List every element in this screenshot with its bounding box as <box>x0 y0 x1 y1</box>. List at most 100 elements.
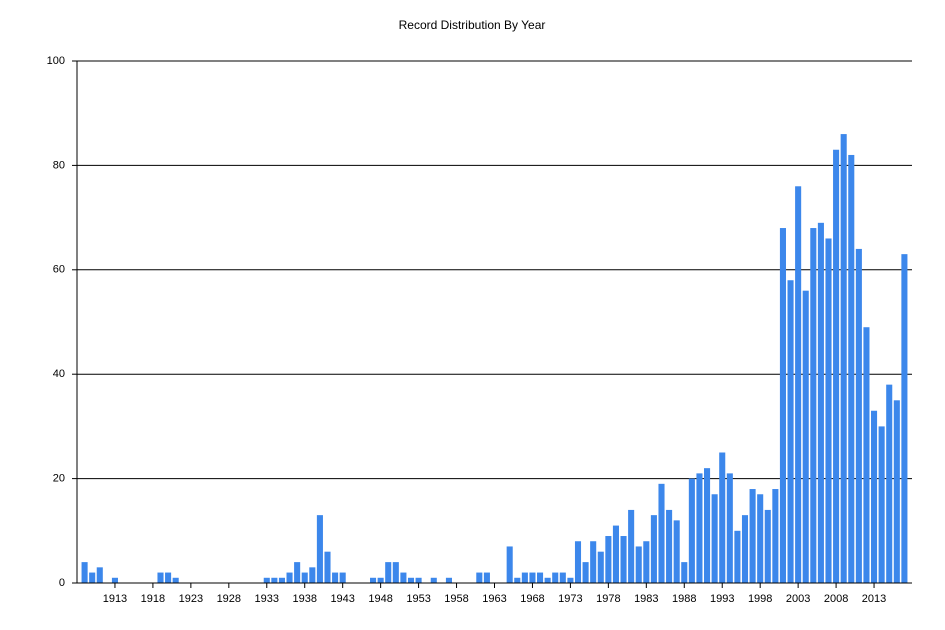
x-tick-label: 1973 <box>558 593 582 605</box>
bar <box>567 577 574 583</box>
x-tick-label: 1933 <box>255 593 279 605</box>
x-tick-label: 2008 <box>824 593 848 605</box>
x-tick-label: 1998 <box>748 593 772 605</box>
bar <box>795 186 802 583</box>
bar <box>779 228 786 584</box>
bar <box>749 489 756 583</box>
bar <box>301 572 308 583</box>
bar <box>324 551 331 583</box>
bar <box>901 254 908 583</box>
bar <box>696 473 703 583</box>
bar <box>96 567 103 583</box>
bar <box>757 494 764 583</box>
bar <box>681 562 688 583</box>
x-tick-label: 1978 <box>596 593 620 605</box>
bar <box>316 515 323 583</box>
bar <box>719 452 726 583</box>
chart-title: Record Distribution By Year <box>399 18 546 32</box>
bar <box>309 567 316 583</box>
bar <box>863 327 870 583</box>
bar <box>157 572 164 583</box>
bar <box>673 520 680 583</box>
x-tick-label: 1963 <box>482 593 506 605</box>
bar <box>878 426 885 583</box>
y-tick-label: 40 <box>53 368 65 380</box>
bar <box>172 577 179 583</box>
bar <box>415 577 422 583</box>
bar <box>81 562 88 583</box>
bar <box>407 577 415 583</box>
x-tick-label: 1943 <box>330 593 354 605</box>
bar <box>597 551 604 583</box>
x-tick-label: 1918 <box>141 593 165 605</box>
x-tick-label: 1958 <box>444 593 468 605</box>
bar <box>741 515 749 583</box>
bar <box>89 572 96 583</box>
bar <box>370 577 377 583</box>
bar <box>612 525 619 583</box>
y-tick-label: 20 <box>53 473 65 485</box>
bar <box>620 536 627 583</box>
x-tick-label: 2003 <box>786 593 810 605</box>
bar <box>552 572 559 583</box>
bar <box>590 541 597 583</box>
bar <box>848 154 855 583</box>
y-tick-label: 0 <box>59 577 65 589</box>
bar <box>544 577 551 583</box>
bar <box>787 280 794 583</box>
bar <box>833 149 840 584</box>
x-tick-label: 1948 <box>368 593 392 605</box>
y-tick-label: 100 <box>47 55 65 67</box>
bar <box>871 410 878 583</box>
bar <box>772 489 779 583</box>
bar <box>886 384 893 583</box>
bar <box>658 483 665 583</box>
bar <box>286 572 293 583</box>
x-tick-label: 1993 <box>710 593 734 605</box>
bar <box>165 572 172 583</box>
bar <box>483 572 490 583</box>
bar <box>802 290 809 583</box>
bar <box>385 562 392 583</box>
bar <box>377 577 384 583</box>
x-tick-label: 1968 <box>520 593 544 605</box>
bar <box>506 546 513 583</box>
bar <box>840 134 847 583</box>
y-tick-label: 80 <box>53 159 65 171</box>
bar <box>529 572 536 583</box>
x-tick-label: 1913 <box>103 593 127 605</box>
bar <box>430 577 437 583</box>
bar <box>574 541 582 583</box>
bar <box>726 473 733 583</box>
bar <box>643 541 650 583</box>
bar <box>271 577 278 583</box>
bar <box>332 572 339 583</box>
x-tick-label: 1923 <box>179 593 203 605</box>
y-tick-label: 60 <box>53 264 65 276</box>
bar <box>650 515 657 583</box>
bar <box>111 577 118 583</box>
bar <box>817 222 824 583</box>
bar <box>688 478 695 583</box>
x-tick-label: 1988 <box>672 593 696 605</box>
x-tick-label: 1928 <box>217 593 241 605</box>
bar <box>294 562 301 583</box>
bar <box>764 509 771 583</box>
bar <box>514 577 521 583</box>
bar <box>635 546 642 583</box>
bar <box>339 572 346 583</box>
bar <box>855 248 862 584</box>
bar <box>263 577 270 583</box>
x-tick-label: 2013 <box>862 593 886 605</box>
bar <box>734 530 741 583</box>
bar <box>893 400 900 583</box>
bar <box>392 562 399 583</box>
bar <box>582 562 589 583</box>
bar <box>559 572 566 583</box>
bar <box>825 238 832 584</box>
bar <box>810 228 817 584</box>
x-tick-label: 1983 <box>634 593 658 605</box>
bar <box>400 572 407 583</box>
